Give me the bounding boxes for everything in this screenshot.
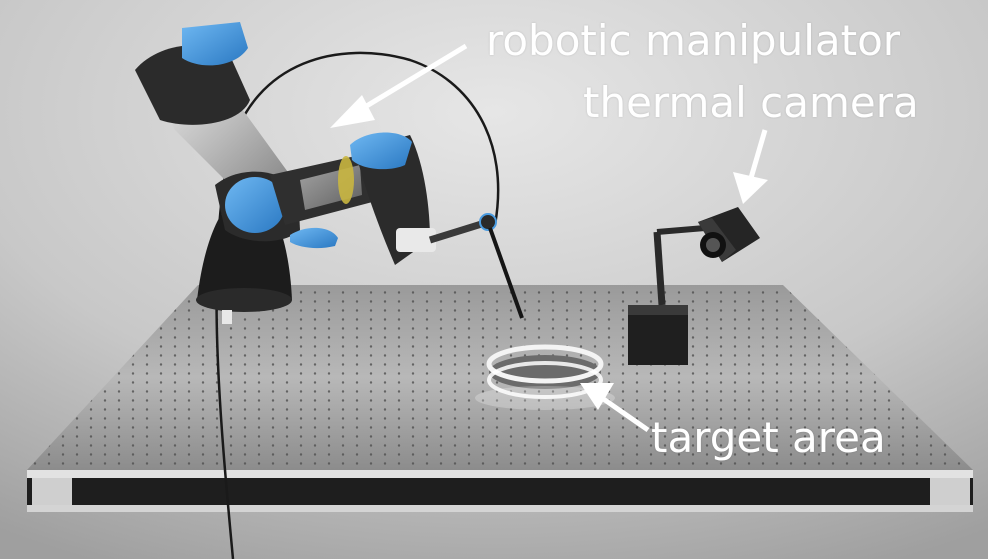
arrow-thermal-camera <box>733 129 768 204</box>
label-robotic-manipulator: robotic manipulator <box>486 16 901 65</box>
cable <box>215 51 500 559</box>
arrow-target-area <box>580 383 650 433</box>
label-thermal-camera: thermal camera <box>583 78 919 127</box>
label-target-area: target area <box>651 413 886 462</box>
annotation-arrows <box>330 43 768 433</box>
robotic-manipulator <box>135 22 524 324</box>
arrow-robotic-manipulator <box>330 43 468 128</box>
thermal-camera-assembly <box>628 207 760 365</box>
target-dish <box>475 344 615 410</box>
